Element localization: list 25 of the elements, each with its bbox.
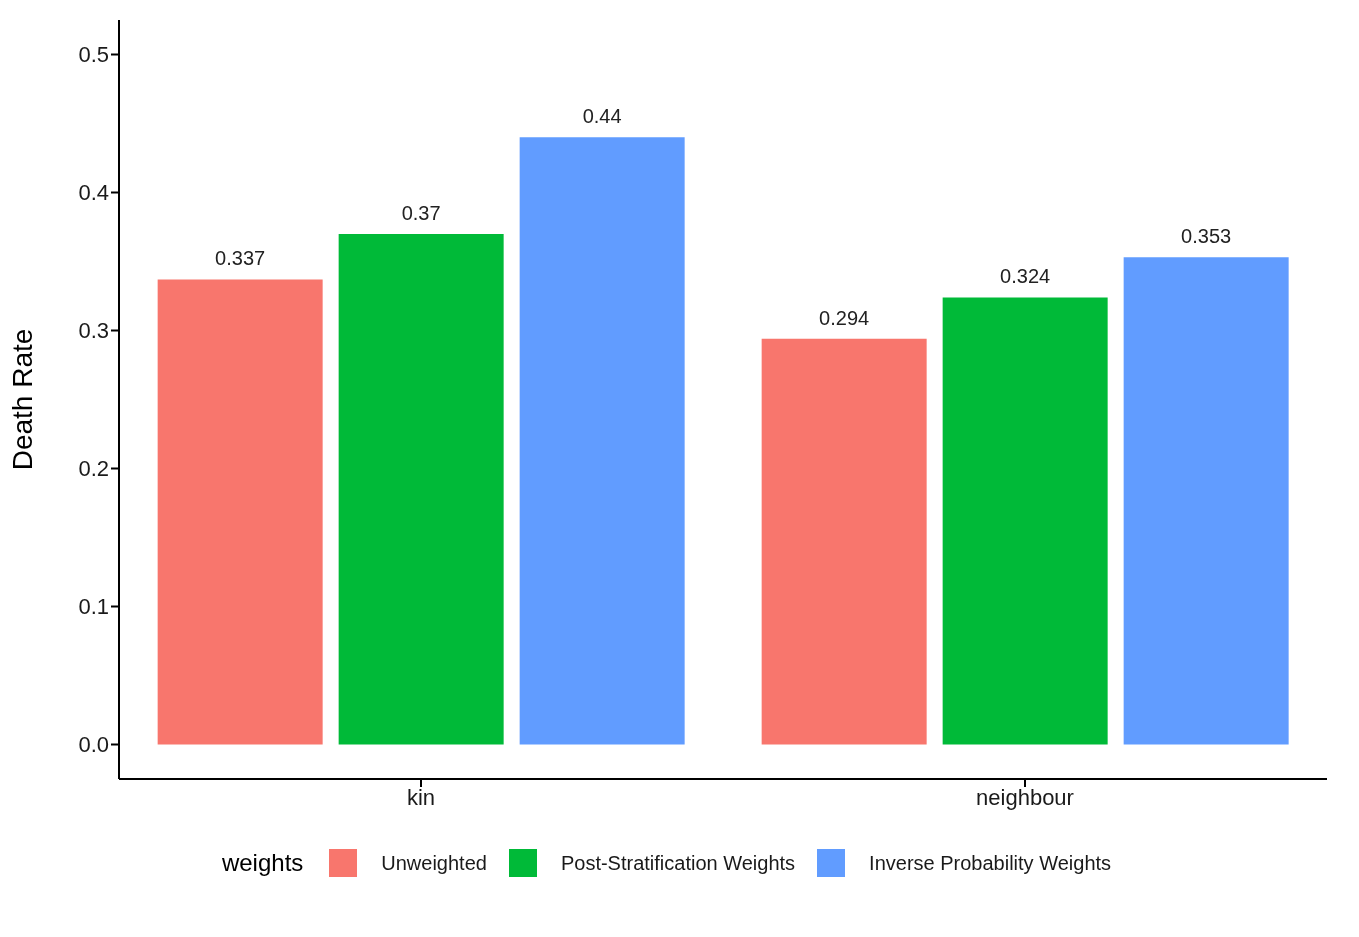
- y-tick-label: 0.2: [78, 456, 109, 482]
- bar: [519, 137, 685, 745]
- data-label: 0.337: [215, 247, 266, 270]
- y-tick-label: 0.0: [78, 732, 109, 758]
- legend-label: Unweighted: [381, 851, 487, 875]
- legend-title: weights: [221, 849, 304, 877]
- x-tick-label: neighbour: [976, 784, 1074, 810]
- data-label: 0.44: [582, 105, 622, 128]
- data-label: 0.294: [819, 306, 870, 329]
- bar: [338, 233, 504, 745]
- bar: [1123, 257, 1289, 745]
- y-tick-label: 0.5: [78, 42, 109, 68]
- bar: [761, 338, 927, 745]
- data-label: 0.324: [1000, 265, 1051, 288]
- data-label: 0.353: [1181, 225, 1232, 248]
- x-tick-label: kin: [406, 784, 436, 810]
- y-tick-label: 0.3: [78, 318, 109, 344]
- bar: [157, 279, 323, 745]
- data-label: 0.37: [401, 201, 441, 224]
- legend-label: Post-Stratification Weights: [560, 851, 796, 875]
- legend-label: Inverse Probability Weights: [869, 851, 1112, 875]
- y-tick-label: 0.4: [78, 180, 109, 206]
- bar: [942, 297, 1108, 745]
- y-axis-title: Death Rate: [6, 328, 38, 471]
- y-tick-label: 0.1: [78, 594, 109, 620]
